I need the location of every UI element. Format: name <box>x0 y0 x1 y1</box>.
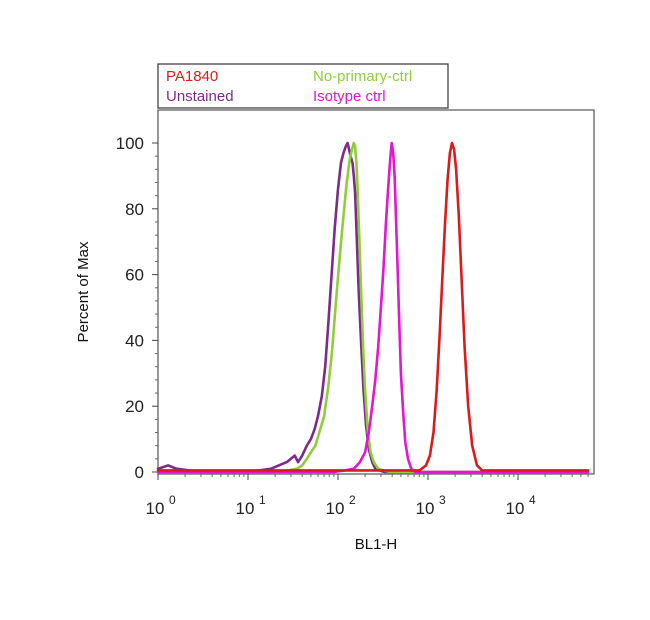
x-tick-label-exponent: 4 <box>529 493 536 507</box>
x-tick-label-base: 10 <box>146 499 165 518</box>
y-tick-label: 100 <box>116 134 144 153</box>
x-tick-label-base: 10 <box>326 499 345 518</box>
x-axis-title: BL1-H <box>355 536 398 553</box>
x-tick-label-exponent: 1 <box>259 493 266 507</box>
series-line-no-primary-ctrl <box>156 141 590 474</box>
x-tick-label-exponent: 2 <box>349 493 356 507</box>
series-line-unstained <box>156 141 590 474</box>
y-tick-label: 80 <box>125 200 144 219</box>
y-axis-title: Percent of Max <box>75 241 92 342</box>
legend-label-unstained: Unstained <box>166 88 234 105</box>
legend-label-no-primary-ctrl: No-primary-ctrl <box>313 68 412 85</box>
plot-area-frame <box>157 109 595 475</box>
series-line-isotype-ctrl <box>156 141 590 474</box>
y-tick-label: 20 <box>125 397 144 416</box>
y-tick-label: 0 <box>135 463 144 482</box>
legend-label-pa1840: PA1840 <box>166 68 218 85</box>
x-tick-label-base: 10 <box>236 499 255 518</box>
x-tick-label-exponent: 0 <box>169 493 176 507</box>
y-tick-label: 40 <box>125 331 144 350</box>
legend-box <box>157 63 449 109</box>
x-tick-label-base: 10 <box>506 499 525 518</box>
x-tick-label-exponent: 3 <box>439 493 446 507</box>
y-tick-label: 60 <box>125 266 144 285</box>
legend-label-isotype-ctrl: Isotype ctrl <box>313 88 386 105</box>
series-line-pa1840 <box>156 141 590 472</box>
x-tick-label-base: 10 <box>416 499 435 518</box>
